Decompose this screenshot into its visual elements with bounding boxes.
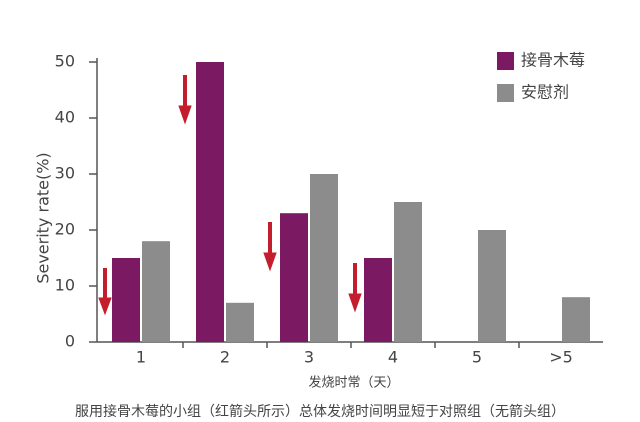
bar xyxy=(112,258,140,342)
legend-swatch xyxy=(497,84,514,102)
y-tick-label: 40 xyxy=(55,108,75,127)
bar xyxy=(280,213,308,342)
y-tick-label: 0 xyxy=(65,332,75,351)
arrow-head xyxy=(98,297,112,316)
y-axis-label: Severity rate(%) xyxy=(34,152,53,283)
bar xyxy=(394,202,422,342)
arrow-head xyxy=(263,252,277,272)
x-tick-label: 2 xyxy=(220,348,230,367)
legend-label: 安慰剂 xyxy=(521,83,569,102)
y-tick-label: 20 xyxy=(55,220,75,239)
bar xyxy=(364,258,392,342)
arrow-head xyxy=(348,293,362,313)
x-tick-label: 1 xyxy=(136,348,146,367)
y-tick-label: 10 xyxy=(55,276,75,295)
bar xyxy=(478,230,506,342)
y-tick-label: 50 xyxy=(55,52,75,71)
x-tick-label: 5 xyxy=(472,348,482,367)
x-tick-label: 4 xyxy=(388,348,398,367)
x-tick-label: >5 xyxy=(549,348,573,367)
x-tick-label: 3 xyxy=(304,348,314,367)
arrow-head xyxy=(178,105,192,125)
legend-swatch xyxy=(497,52,514,70)
bar xyxy=(310,174,338,342)
bar xyxy=(196,62,224,342)
y-tick-label: 30 xyxy=(55,164,75,183)
bar xyxy=(562,297,590,342)
bar xyxy=(226,302,254,342)
caption: 服用接骨木莓的小组（红箭头所示）总体发烧时间明显短于对照组（无箭头组） xyxy=(75,403,565,420)
x-axis-label: 发烧时常（天） xyxy=(308,375,399,391)
legend-label: 接骨木莓 xyxy=(521,51,585,70)
arrows xyxy=(98,75,362,316)
bar xyxy=(142,241,170,342)
